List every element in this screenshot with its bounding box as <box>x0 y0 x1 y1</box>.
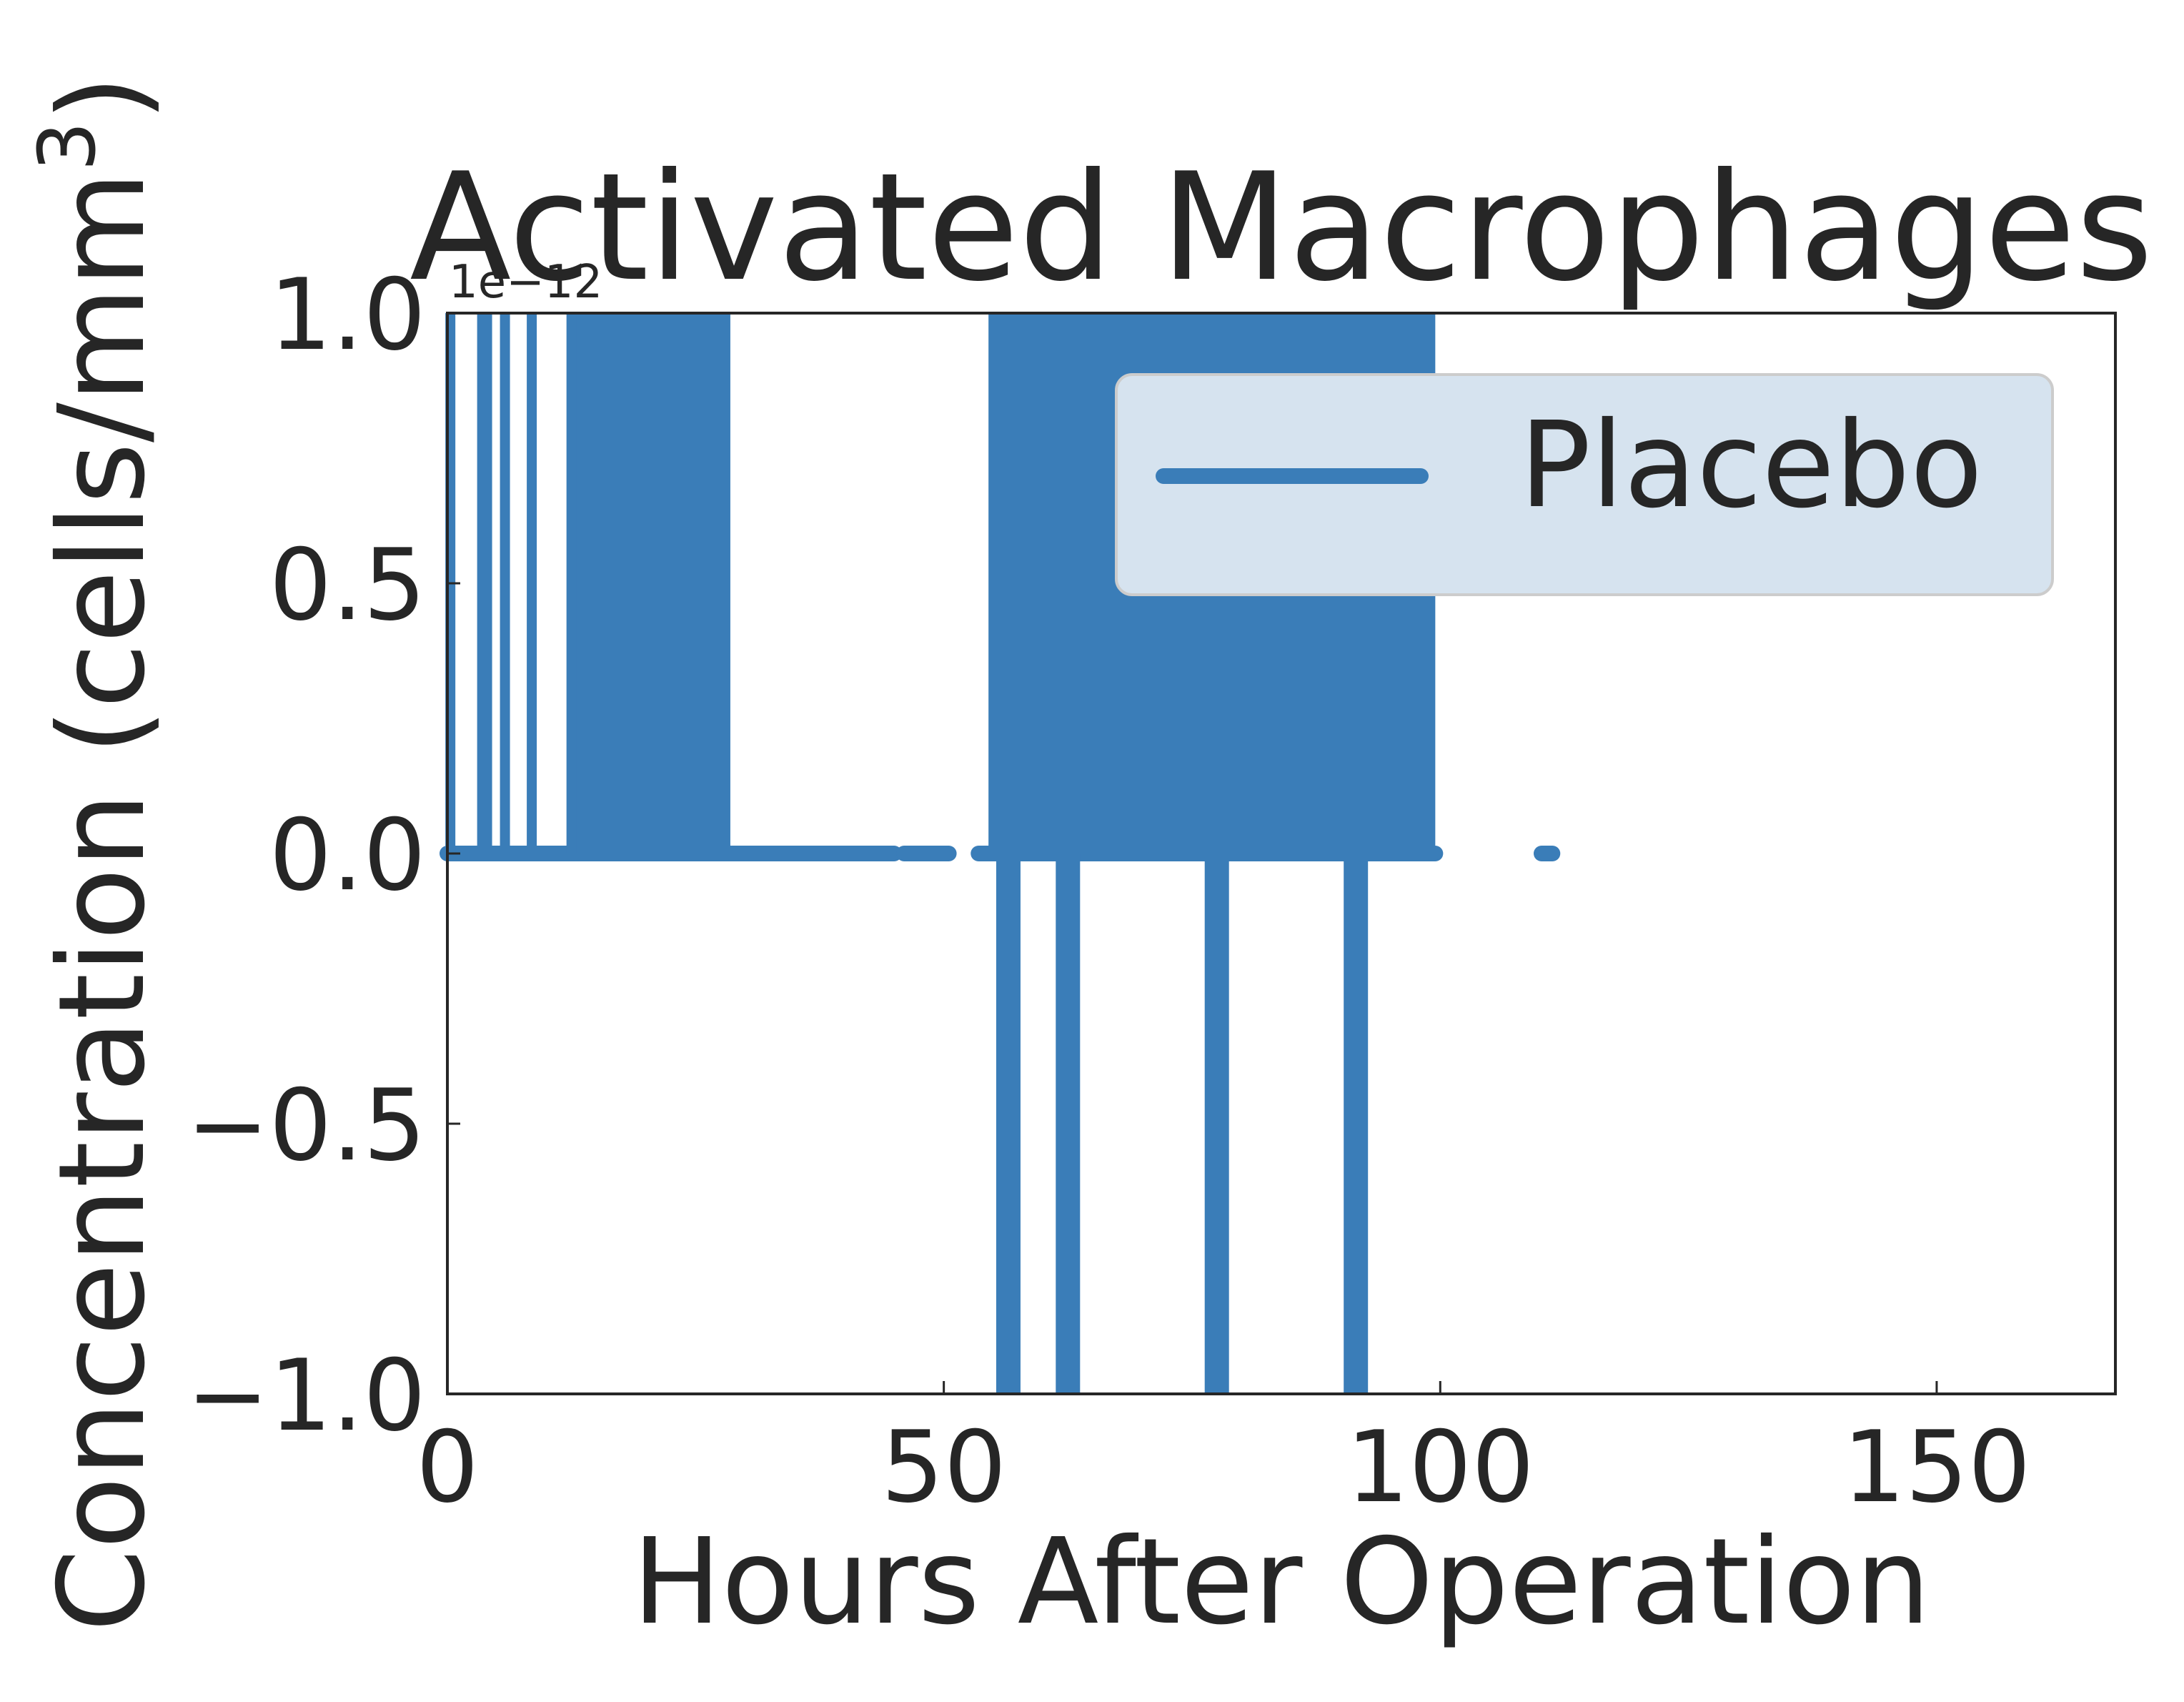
x-axis-label: Hours After Operation <box>632 1513 1931 1651</box>
x-tick-label: 100 <box>1346 1410 1534 1525</box>
offset-text: 1e−12 <box>449 256 602 309</box>
y-axis: −1.0 −0.5 0.0 0.5 1.0 <box>187 257 460 1453</box>
x-tick-label: 50 <box>881 1410 1007 1525</box>
x-tick-label: 0 <box>416 1410 479 1525</box>
legend-label: Placebo <box>1519 397 1982 535</box>
y-axis-label-close: ) <box>34 75 172 122</box>
legend-box <box>1115 373 2054 596</box>
chart-title: Activated Macrophages <box>409 142 2153 315</box>
y-tick-label: 0.0 <box>269 798 426 913</box>
y-axis-label-superscript: 3 <box>21 122 113 172</box>
series-band-0 <box>571 313 730 854</box>
y-tick-label: 1.0 <box>269 257 426 372</box>
y-tick-label: −0.5 <box>187 1068 426 1183</box>
x-tick-label: 150 <box>1842 1410 2030 1525</box>
x-axis: 0 50 100 150 <box>416 1381 2031 1525</box>
y-axis-label: Concentration (cells/mm3) <box>21 75 172 1632</box>
y-tick-label: −1.0 <box>187 1338 426 1453</box>
y-axis-label-main: Concentration (cells/mm <box>34 172 172 1632</box>
y-tick-label: 0.5 <box>269 528 426 643</box>
